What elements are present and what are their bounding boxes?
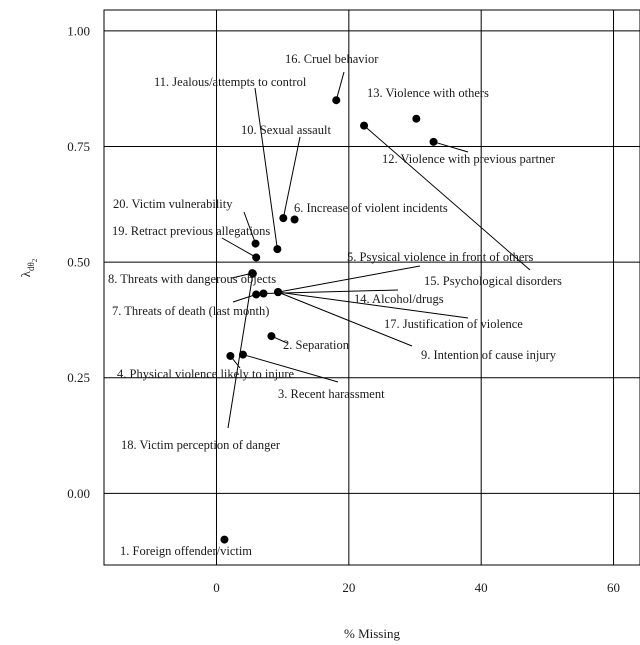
data-point (226, 351, 235, 360)
y-tick-label: 0.25 (67, 370, 90, 385)
point-label: 12. Violence with previous partner (382, 152, 556, 166)
data-points (220, 96, 438, 544)
point-label: 9. Intention of cause injury (421, 348, 557, 362)
axis-ticks: 0 20 40 60 1.00 0.75 0.50 0.25 0.00 (67, 23, 620, 595)
point-label: 14. Alcohol/drugs (354, 292, 444, 306)
x-tick-label: 60 (607, 580, 620, 595)
point-label: 20. Victim vulnerability (113, 197, 233, 211)
point-label: 11. Jealous/attempts to control (154, 75, 307, 89)
y-tick-label: 0.50 (67, 255, 90, 270)
label-connector (282, 136, 301, 219)
label-connector (243, 211, 257, 244)
label-connector (221, 237, 257, 258)
label-connector (242, 354, 339, 383)
label-connectors (221, 71, 531, 429)
point-label: 7. Threats of death (last month) (112, 304, 269, 318)
point-label: 15. Psychological disorders (424, 274, 562, 288)
label-connector (433, 141, 469, 153)
data-point (332, 96, 341, 105)
x-axis-title: % Missing (344, 626, 400, 641)
point-label: 17. Justification of violence (384, 317, 523, 331)
label-connector (363, 125, 531, 271)
y-tick-label: 0.00 (67, 486, 90, 501)
y-tick-label: 1.00 (67, 23, 90, 38)
label-connector (277, 291, 413, 347)
label-connector (277, 291, 469, 319)
point-label: 2. Separation (283, 338, 350, 352)
data-point (259, 289, 268, 298)
point-label: 19. Retract previous allegations (112, 224, 270, 238)
x-tick-label: 0 (213, 580, 220, 595)
y-axis-title: λdθ2 (18, 258, 39, 277)
data-point (220, 535, 229, 544)
point-label: 1. Foreign offender/victim (120, 544, 252, 558)
data-point (252, 253, 261, 262)
svg-text:λdθ2: λdθ2 (18, 258, 39, 277)
point-label: 3. Recent harassment (278, 387, 385, 401)
point-label: 5. Psysical violence in front of others (347, 250, 534, 264)
point-labels: 1. Foreign offender/victim 2. Separation 3… (108, 52, 562, 558)
data-point (412, 114, 421, 123)
x-tick-label: 40 (475, 580, 488, 595)
point-label: 4. Physical violence likely to injure (117, 367, 294, 381)
point-label: 16. Cruel behavior (285, 52, 379, 66)
data-point (251, 239, 260, 248)
label-connector (254, 87, 278, 250)
label-connector (277, 265, 421, 293)
grid-lines (104, 10, 640, 565)
data-point (290, 215, 299, 224)
data-point (273, 245, 282, 254)
point-label: 18. Victim perception of danger (121, 438, 281, 452)
data-point (274, 288, 283, 297)
point-label: 13. Violence with others (367, 86, 489, 100)
y-tick-label: 0.75 (67, 139, 90, 154)
point-label: 6. Increase of violent incidents (294, 201, 448, 215)
x-tick-label: 20 (342, 580, 355, 595)
data-point (267, 332, 276, 341)
label-connector (227, 273, 254, 429)
data-point (429, 137, 438, 146)
data-point (360, 121, 369, 130)
point-label: 10. Sexual assault (241, 123, 331, 137)
data-point (238, 350, 247, 359)
data-point (252, 290, 261, 299)
point-label: 8. Threats with dangerous objects (108, 272, 276, 286)
data-point (248, 269, 257, 278)
label-connector (232, 293, 257, 303)
plot-frame (103, 9, 640, 566)
label-connector (335, 71, 345, 101)
data-point (279, 214, 288, 223)
